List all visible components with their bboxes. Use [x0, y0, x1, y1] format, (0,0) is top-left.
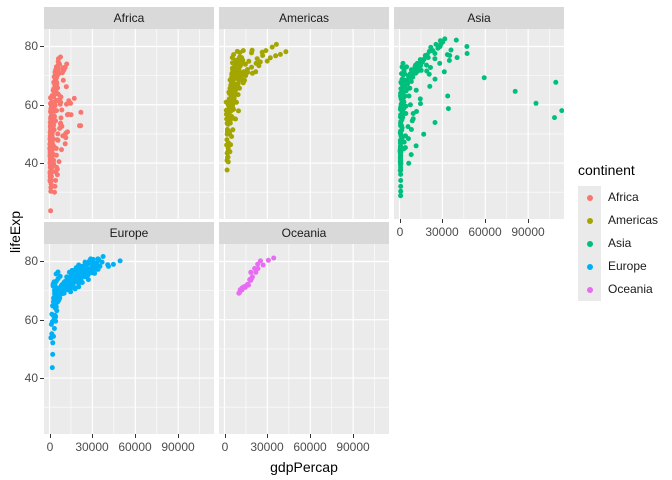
facet-label: Oceania: [281, 226, 327, 240]
x-tick-mark: [528, 219, 529, 223]
x-tick-label: 60000: [468, 225, 502, 239]
facet-panel-americas: [219, 29, 389, 219]
scatter-points-oceania: [236, 255, 277, 296]
facet-strip-oceania: Oceania: [219, 222, 389, 244]
x-tick-mark: [178, 434, 179, 438]
x-tick-mark: [353, 434, 354, 438]
x-tick-label: 30000: [75, 440, 109, 454]
x-tick-label: 30000: [250, 440, 284, 454]
legend-key-asia: [578, 232, 601, 255]
scatter-points-africa: [47, 54, 84, 214]
facet-strip-asia: Asia: [394, 7, 564, 29]
x-tick-mark: [485, 219, 486, 223]
facet-canvas-oceania: [219, 244, 389, 434]
y-tick-label: 60: [24, 98, 38, 112]
x-tick-label: 60000: [293, 440, 327, 454]
legend-label-asia: Asia: [608, 236, 632, 250]
legend-point-icon: [586, 263, 593, 270]
facet-canvas-americas: [219, 29, 389, 219]
legend-title: continent: [578, 162, 635, 178]
x-tick-label: 60000: [118, 440, 152, 454]
x-tick-label: 90000: [511, 225, 545, 239]
x-tick-label: 0: [396, 225, 404, 239]
scatter-points-asia: [397, 36, 565, 199]
x-tick-label: 0: [46, 440, 54, 454]
legend-key-oceania: [578, 278, 601, 301]
facet-panel-africa: [44, 29, 214, 219]
facet-label: Africa: [113, 11, 145, 25]
scatter-points-europe: [48, 254, 123, 371]
y-tick-label: 80: [24, 254, 38, 268]
legend-point-icon: [586, 286, 593, 293]
y-tick-mark: [40, 261, 44, 262]
legend-label-europe: Europe: [608, 259, 647, 273]
x-tick-label: 90000: [161, 440, 195, 454]
legend-key-americas: [578, 209, 601, 232]
x-tick-label: 30000: [425, 225, 459, 239]
y-tick-label: 40: [24, 156, 38, 170]
facet-panel-oceania: [219, 244, 389, 434]
facet-label: Asia: [467, 11, 491, 25]
x-tick-mark: [50, 434, 51, 438]
y-tick-label: 80: [24, 39, 38, 53]
x-tick-mark: [267, 434, 268, 438]
x-tick-mark: [225, 434, 226, 438]
facet-panel-europe: [44, 244, 214, 434]
legend-point-icon: [586, 194, 593, 201]
y-tick-label: 40: [24, 371, 38, 385]
facet-label: Europe: [109, 226, 149, 240]
legend-key-africa: [578, 186, 601, 209]
legend-label-oceania: Oceania: [608, 282, 653, 296]
scatter-points-americas: [223, 41, 289, 173]
x-tick-mark: [400, 219, 401, 223]
legend-label-americas: Americas: [608, 213, 659, 227]
x-tick-mark: [442, 219, 443, 223]
y-tick-mark: [40, 378, 44, 379]
x-tick-label: 0: [221, 440, 229, 454]
y-tick-mark: [40, 163, 44, 164]
legend-point-icon: [586, 217, 593, 224]
legend-point-icon: [586, 240, 593, 247]
legend-key-europe: [578, 255, 601, 278]
facet-canvas-europe: [44, 244, 214, 434]
facet-strip-europe: Europe: [44, 222, 214, 244]
x-tick-label: 90000: [336, 440, 370, 454]
y-tick-mark: [40, 46, 44, 47]
x-tick-mark: [135, 434, 136, 438]
facet-canvas-asia: [394, 29, 565, 219]
x-tick-mark: [310, 434, 311, 438]
facet-strip-americas: Americas: [219, 7, 389, 29]
facet-strip-africa: Africa: [44, 7, 214, 29]
x-axis-title: gdpPercap: [270, 459, 338, 475]
y-tick-mark: [40, 320, 44, 321]
facet-panel-asia: [394, 29, 565, 219]
y-tick-label: 60: [24, 313, 38, 327]
y-tick-mark: [40, 105, 44, 106]
facet-label: Americas: [278, 11, 329, 25]
x-tick-mark: [92, 434, 93, 438]
facet-canvas-africa: [44, 29, 214, 219]
legend-label-africa: Africa: [608, 190, 639, 204]
